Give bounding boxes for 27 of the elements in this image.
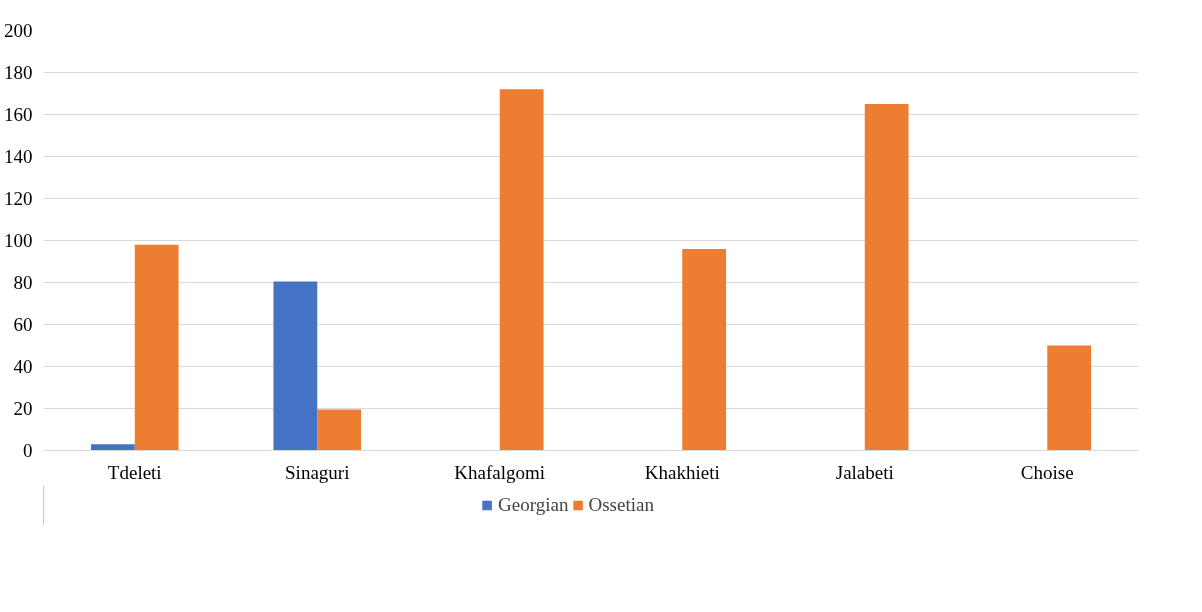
y-tick-label: 20 [13,398,33,419]
x-tick-label: Sinaguri [285,461,350,483]
y-tick-label: 80 [13,272,33,293]
y-tick-label: 160 [4,104,33,125]
legend-label: Georgian [498,494,569,516]
x-tick-label: Khafalgomi [454,461,546,483]
y-tick-label: 120 [4,188,33,209]
bar [317,409,362,451]
bar [1047,345,1092,451]
bar [864,104,909,451]
y-tick-label: 100 [4,230,33,251]
bar [273,281,318,451]
y-tick-label: 60 [13,314,33,335]
x-tick-label: Jalabeti [835,461,894,483]
y-tick-label: 200 [4,20,33,41]
bar [90,444,135,451]
bar [682,248,727,451]
x-tick-label: Khakhieti [644,461,720,483]
y-tick-label: 0 [23,440,33,461]
bar [499,89,544,451]
legend-label: Ossetian [588,494,654,516]
y-tick-label: 140 [4,146,33,167]
x-tick-label: Choise [1020,461,1074,483]
y-tick-label: 40 [13,356,33,377]
bar [134,244,179,451]
x-tick-label: Tdeleti [107,461,162,483]
y-tick-label: 180 [4,62,33,83]
